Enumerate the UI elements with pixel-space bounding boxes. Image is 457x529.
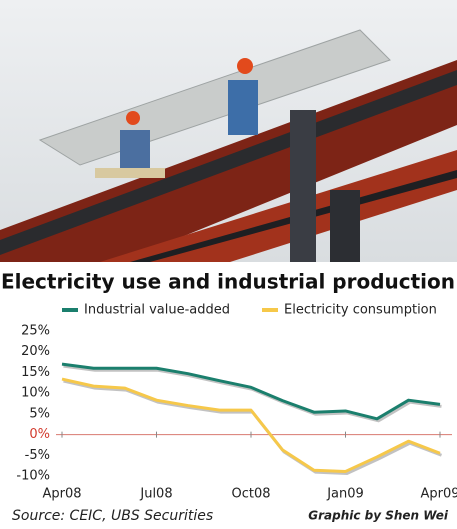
y-tick-label: 0% (29, 427, 50, 442)
series-line (61, 362, 441, 421)
credit: Graphic by Shen Wei (308, 509, 449, 523)
chart-background (0, 262, 457, 529)
x-tick-label: Jan09 (326, 487, 364, 502)
chart-title: Electricity use and industrial productio… (1, 270, 455, 294)
x-tick-label: Oct08 (231, 487, 270, 502)
x-tick-label: Jul08 (139, 487, 172, 502)
y-tick-label: 25% (21, 324, 50, 339)
y-tick-label: -5% (25, 448, 50, 463)
source: Source: CEIC, UBS Securities (12, 508, 213, 524)
y-tick-label: 5% (29, 406, 50, 421)
y-tick-label: 10% (21, 386, 50, 401)
photo (0, 0, 457, 262)
y-tick-label: 20% (21, 344, 50, 359)
legend-label: Industrial value-added (84, 303, 230, 318)
legend-label: Electricity consumption (284, 303, 437, 318)
y-tick-label: -10% (16, 469, 50, 484)
y-tick-label: 15% (21, 365, 50, 380)
x-tick-label: Apr09 (420, 487, 457, 502)
series-line (61, 377, 441, 473)
x-tick-label: Apr08 (42, 487, 81, 502)
